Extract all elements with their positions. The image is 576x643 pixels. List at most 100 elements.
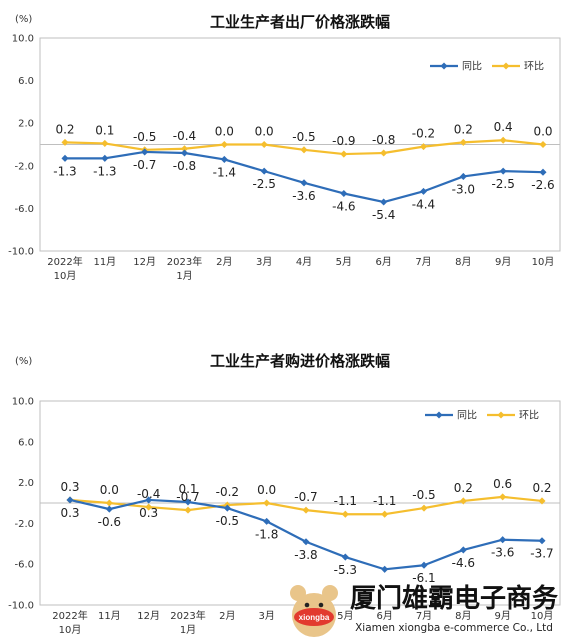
- data-point: [184, 506, 192, 514]
- data-point: [381, 510, 389, 518]
- x-tick-label: 5月: [336, 256, 352, 268]
- data-point: [499, 136, 507, 144]
- data-label: 0.4: [494, 120, 513, 134]
- data-label: -3.8: [294, 548, 317, 562]
- x-tick-label: 2022年: [52, 609, 87, 622]
- x-tick-label: 9月: [494, 610, 510, 622]
- data-label: 0.0: [100, 483, 119, 497]
- y-tick-label: -10.0: [8, 247, 34, 258]
- data-point: [105, 499, 113, 507]
- y-unit-label: (%): [15, 14, 32, 25]
- x-tick-label: 11月: [98, 610, 121, 622]
- data-point: [300, 146, 308, 154]
- data-labels: 0.2 0.1 -0.5 -0.4 0.0 0.0 -0.5 -0.9 -0.8 -0.2 0.2 0…: [53, 120, 554, 222]
- data-point: [263, 517, 271, 525]
- data-label: -4.6: [452, 556, 475, 570]
- data-point: [260, 167, 268, 175]
- data-point: [341, 553, 349, 561]
- x-tick-label: 7月: [416, 610, 432, 622]
- data-label: 0.0: [533, 125, 552, 139]
- data-point: [539, 140, 547, 149]
- data-point: [220, 155, 228, 163]
- data-point: [380, 198, 388, 206]
- data-point: [302, 538, 310, 546]
- data-point: [260, 140, 268, 149]
- data-label: -4.4: [412, 197, 435, 211]
- x-tick-label: 1月: [180, 624, 196, 636]
- data-point: [459, 172, 467, 180]
- watermark-subtitle: Xiamen xiongba e-commerce Co., Ltd: [355, 622, 553, 634]
- data-point: [459, 138, 467, 146]
- data-point: [459, 497, 467, 505]
- data-label: -1.1: [334, 494, 357, 508]
- data-point: [61, 154, 69, 162]
- data-point: [380, 149, 388, 157]
- data-point: [302, 506, 310, 514]
- chart-ppi-input: (%) 工业生产者购进价格涨跌幅 10.0 6.0 2.0 -2.0 -6.0 -10.0…: [8, 352, 561, 637]
- data-label: 0.3: [60, 480, 79, 494]
- chart-title: 工业生产者购进价格涨跌幅: [210, 352, 390, 370]
- data-label: -6.1: [412, 571, 435, 585]
- legend-label: 环比: [524, 61, 544, 73]
- x-tick-label: 2月: [219, 610, 235, 622]
- data-label: -4.6: [332, 199, 355, 213]
- y-tick-label: 6.0: [18, 437, 34, 448]
- x-tick-label: 6月: [376, 610, 392, 622]
- y-unit-label: (%): [15, 356, 32, 367]
- data-label: -0.7: [176, 490, 199, 504]
- data-label: 0.1: [178, 482, 197, 496]
- legend-marker: [440, 62, 448, 70]
- data-point: [420, 561, 428, 569]
- x-tick-label: 2023年: [167, 255, 202, 268]
- data-label: 0.2: [532, 481, 551, 495]
- data-label: -0.7: [294, 490, 317, 504]
- data-label: 0.0: [257, 483, 276, 497]
- data-point: [340, 189, 348, 198]
- data-label: -0.8: [372, 133, 395, 147]
- data-label: -5.4: [372, 208, 395, 222]
- x-tick-label: 12月: [137, 610, 160, 622]
- data-label: -0.9: [332, 134, 355, 148]
- data-label: 0.0: [215, 125, 234, 139]
- x-tick-label: 10月: [54, 270, 77, 282]
- data-label: -1.1: [373, 494, 396, 508]
- x-tick-label: 1月: [176, 270, 192, 282]
- data-label: -1.3: [93, 164, 116, 178]
- watermark: xiongba 厦门雄霸电子商务 Xiamen xiongba e-commer…: [290, 583, 558, 637]
- data-label: -0.7: [133, 158, 156, 172]
- data-point: [420, 504, 428, 512]
- data-label: 0.3: [60, 506, 79, 520]
- data-point: [180, 149, 189, 157]
- legend-label: 同比: [457, 410, 477, 422]
- x-tick-label: 6月: [375, 256, 391, 268]
- y-tick-label: -10.0: [8, 601, 34, 612]
- axes: [39, 37, 561, 252]
- data-point: [105, 505, 113, 513]
- data-label: 0.2: [454, 122, 473, 136]
- data-point: [419, 143, 428, 151]
- legend: 同比 环比: [430, 61, 544, 73]
- data-label: 0.2: [454, 481, 473, 495]
- data-label: -2.6: [531, 178, 554, 192]
- data-point: [459, 546, 467, 554]
- data-label: -0.6: [98, 515, 121, 529]
- x-tick-label: 7月: [415, 256, 431, 268]
- x-tick-label: 3月: [258, 610, 274, 622]
- y-tick-label: -2.0: [14, 519, 34, 530]
- ticks: 10.0 6.0 2.0 -2.0 -6.0 -10.0 2022年 10月 11月 12月 202…: [8, 397, 553, 637]
- legend-marker: [435, 411, 443, 419]
- data-point: [66, 496, 74, 504]
- data-label: -0.5: [216, 514, 239, 528]
- x-tick-label: 10月: [531, 610, 554, 622]
- y-tick-label: 10.0: [12, 34, 34, 45]
- bear-logo-icon: xiongba: [290, 585, 338, 637]
- data-label: -3.7: [530, 547, 553, 561]
- data-point: [223, 504, 231, 512]
- y-tick-label: 6.0: [18, 76, 34, 87]
- y-tick-label: -6.0: [14, 560, 34, 571]
- data-point: [340, 150, 348, 158]
- data-label: -0.5: [292, 130, 315, 144]
- data-label: -2.5: [491, 177, 514, 191]
- data-label: -0.5: [412, 488, 435, 502]
- data-point: [141, 148, 149, 156]
